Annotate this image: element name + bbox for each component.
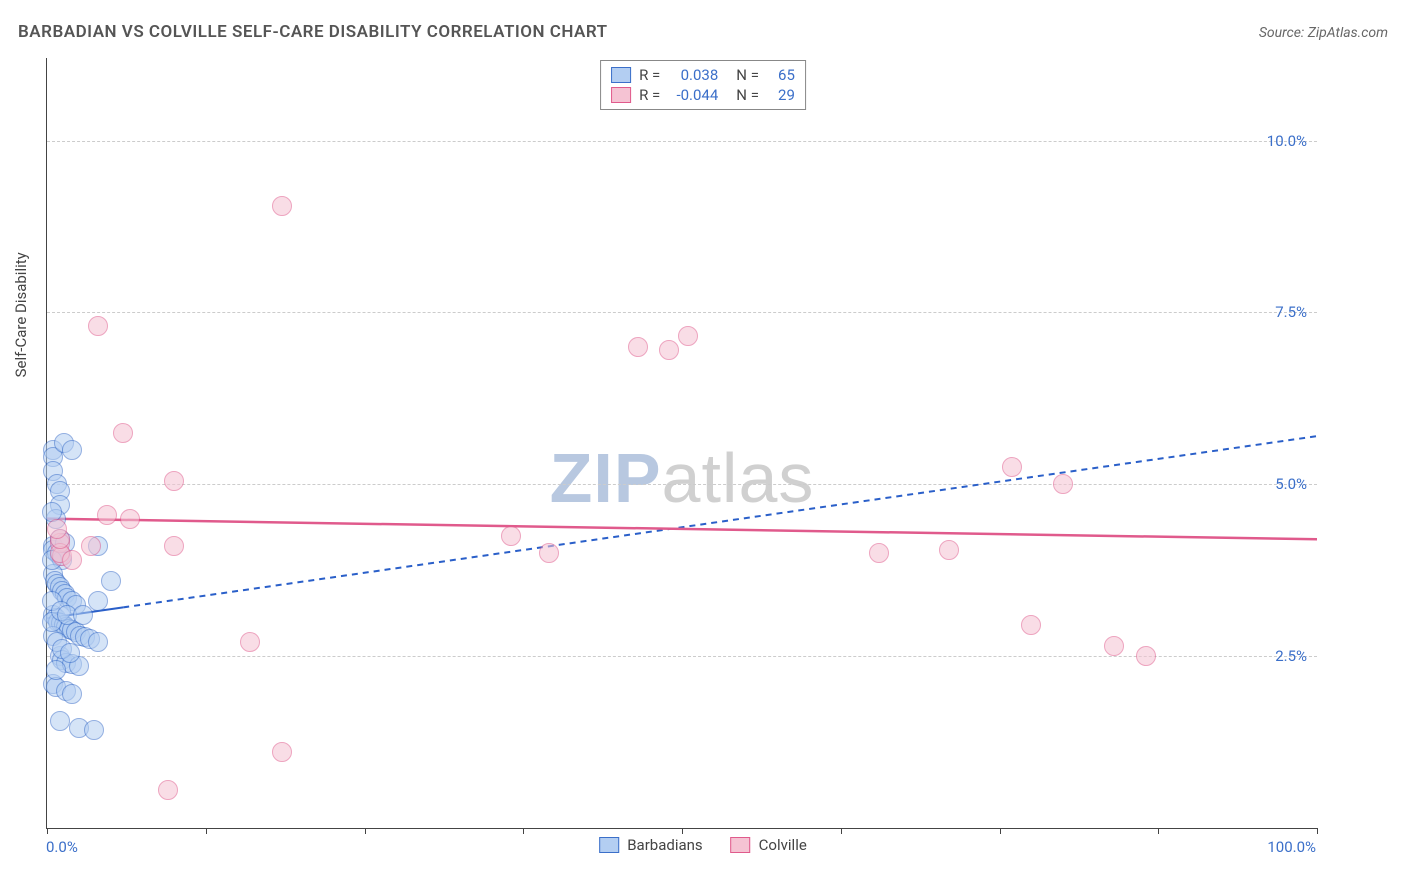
legend-label: Barbadians <box>627 836 702 854</box>
chart-header: BARBADIAN VS COLVILLE SELF-CARE DISABILI… <box>18 22 1388 42</box>
r-value: 0.038 <box>668 66 718 84</box>
data-point <box>1136 646 1156 666</box>
x-tick <box>1158 828 1159 834</box>
data-point <box>47 519 67 539</box>
stats-row: R = 0.038 N = 65 <box>611 65 795 85</box>
data-point <box>97 505 117 525</box>
legend-swatch <box>731 837 751 853</box>
x-tick <box>1000 828 1001 834</box>
watermark: ZIPatlas <box>550 438 815 518</box>
watermark-part1: ZIP <box>550 439 662 517</box>
grid-line <box>47 312 1317 313</box>
data-point <box>164 536 184 556</box>
data-point <box>50 711 70 731</box>
x-axis-min-label: 0.0% <box>46 838 78 856</box>
data-point <box>628 337 648 357</box>
x-tick <box>1317 828 1318 834</box>
data-point <box>46 660 66 680</box>
data-point <box>501 526 521 546</box>
x-tick <box>206 828 207 834</box>
data-point <box>678 326 698 346</box>
data-point <box>88 316 108 336</box>
plot-area: ZIPatlas 2.5% 5.0% 7.5% 10.0% <box>46 58 1317 829</box>
chart-title: BARBADIAN VS COLVILLE SELF-CARE DISABILI… <box>18 22 608 42</box>
x-tick <box>682 828 683 834</box>
y-axis-title: Self-Care Disability <box>12 252 30 377</box>
data-point <box>60 643 80 663</box>
data-point <box>659 340 679 360</box>
legend-swatch <box>611 87 631 103</box>
n-value: 29 <box>767 86 795 104</box>
n-label: N = <box>736 66 759 84</box>
data-point <box>120 509 140 529</box>
data-point <box>1053 474 1073 494</box>
legend-swatch <box>611 67 631 83</box>
grid-line <box>47 484 1317 485</box>
data-point <box>539 543 559 563</box>
data-point <box>113 423 133 443</box>
grid-line <box>47 656 1317 657</box>
data-point <box>158 780 178 800</box>
y-tick-label: 2.5% <box>1275 647 1307 665</box>
data-point <box>1021 615 1041 635</box>
legend-item: Colville <box>731 836 807 854</box>
r-label: R = <box>639 86 660 104</box>
data-point <box>62 440 82 460</box>
x-tick <box>523 828 524 834</box>
data-point <box>240 632 260 652</box>
y-tick-label: 10.0% <box>1267 132 1307 150</box>
n-label: N = <box>736 86 759 104</box>
data-point <box>272 742 292 762</box>
data-point <box>101 571 121 591</box>
chart-source: Source: ZipAtlas.com <box>1259 25 1388 41</box>
x-tick <box>47 828 48 834</box>
n-value: 65 <box>767 66 795 84</box>
data-point <box>164 471 184 491</box>
r-label: R = <box>639 66 660 84</box>
data-point <box>272 196 292 216</box>
data-point <box>73 605 93 625</box>
data-point <box>1002 457 1022 477</box>
data-point <box>939 540 959 560</box>
data-point <box>1104 636 1124 656</box>
legend-label: Colville <box>759 836 807 854</box>
x-tick <box>841 828 842 834</box>
x-axis-max-label: 100.0% <box>1267 838 1316 856</box>
r-value: -0.044 <box>668 86 718 104</box>
data-point <box>88 591 108 611</box>
x-tick <box>365 828 366 834</box>
grid-line <box>47 141 1317 142</box>
data-point <box>62 550 82 570</box>
data-point <box>88 632 108 652</box>
y-tick-label: 7.5% <box>1275 303 1307 321</box>
data-point <box>62 684 82 704</box>
y-tick-label: 5.0% <box>1275 475 1307 493</box>
data-point <box>84 720 104 740</box>
legend-item: Barbadians <box>599 836 702 854</box>
trend-lines <box>47 58 1317 828</box>
series-legend: Barbadians Colville <box>599 836 807 854</box>
stats-row: R = -0.044 N = 29 <box>611 85 795 105</box>
watermark-part2: atlas <box>662 439 815 517</box>
legend-swatch <box>599 837 619 853</box>
data-point <box>81 536 101 556</box>
data-point <box>869 543 889 563</box>
stats-legend: R = 0.038 N = 65 R = -0.044 N = 29 <box>600 60 806 110</box>
